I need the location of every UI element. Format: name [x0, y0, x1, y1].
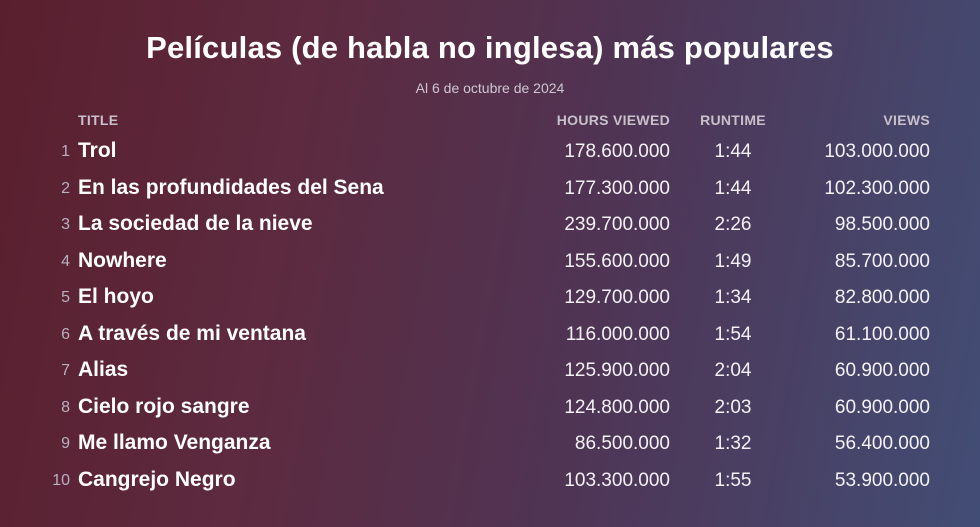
views-value: 61.100.000 [834, 323, 930, 345]
runtime-value: 1:34 [714, 287, 752, 308]
table-row: 2 En las profundidades del Sena 177.300.… [40, 171, 940, 208]
views-value: 60.900.000 [834, 396, 930, 418]
header-views: VIEWS [883, 112, 930, 128]
hours-viewed-value: 178.600.000 [564, 141, 670, 162]
views-value: 98.500.000 [834, 214, 930, 235]
movie-title: Cangrejo Negro [78, 467, 236, 491]
header-title: TITLE [78, 112, 119, 128]
table-row: 3 La sociedad de la nieve 239.700.000 2:… [40, 207, 940, 244]
hours-viewed-value: 86.500.000 [574, 433, 670, 454]
hours-viewed-value: 129.700.000 [564, 287, 670, 308]
rank-number: 2 [61, 179, 70, 197]
rank-number: 8 [61, 398, 70, 416]
header-runtime: RUNTIME [700, 112, 766, 128]
movie-title: El hoyo [78, 285, 154, 308]
rank-number: 6 [61, 325, 70, 343]
hours-viewed-value: 103.300.000 [564, 469, 670, 491]
views-value: 102.300.000 [824, 177, 930, 199]
rank-number: 3 [61, 216, 70, 233]
table-row: 5 El hoyo 129.700.000 1:34 82.800.000 [40, 280, 940, 317]
views-value: 103.000.000 [824, 141, 930, 162]
runtime-value: 2:03 [714, 396, 752, 418]
hours-viewed-value: 116.000.000 [565, 323, 670, 345]
movie-title: Me llamo Venganza [78, 431, 271, 454]
views-value: 82.800.000 [834, 287, 930, 308]
table-row: 4 Nowhere 155.600.000 1:49 85.700.000 [40, 244, 940, 281]
page-title: Películas (de habla no inglesa) más popu… [146, 30, 834, 65]
table-row: 10 Cangrejo Negro 103.300.000 1:55 53.90… [40, 463, 940, 500]
hours-viewed-value: 239.700.000 [564, 214, 670, 235]
runtime-value: 1:32 [714, 433, 752, 454]
rank-number: 7 [61, 362, 70, 379]
movie-title: Nowhere [78, 248, 167, 272]
table-row: 7 Alias 125.900.000 2:04 60.900.000 [40, 353, 940, 390]
movie-title: A través de mi ventana [78, 321, 306, 345]
views-value: 56.400.000 [834, 433, 930, 454]
table-row: 9 Me llamo Venganza 86.500.000 1:32 56.4… [40, 426, 940, 463]
rank-number: 5 [61, 289, 70, 306]
table-row: 6 A través de mi ventana 116.000.000 1:5… [40, 317, 940, 354]
table-row: 8 Cielo rojo sangre 124.800.000 2:03 60.… [40, 390, 940, 427]
runtime-value: 1:49 [714, 250, 752, 272]
views-value: 85.700.000 [834, 250, 930, 272]
movie-title: La sociedad de la nieve [78, 212, 313, 235]
runtime-value: 2:04 [714, 360, 752, 381]
runtime-value: 2:26 [714, 214, 752, 235]
table-row: 1 Trol 178.600.000 1:44 103.000.000 [40, 134, 940, 171]
hours-viewed-value: 155.600.000 [564, 250, 670, 272]
runtime-value: 1:44 [714, 177, 752, 199]
hours-viewed-value: 124.800.000 [564, 396, 670, 418]
runtime-value: 1:54 [714, 323, 752, 345]
movie-title: En las profundidades del Sena [78, 175, 384, 199]
runtime-value: 1:55 [714, 469, 752, 491]
ranking-table: TITLE HOURS VIEWED RUNTIME VIEWS 1 Trol … [40, 108, 940, 499]
page-subtitle: Al 6 de octubre de 2024 [415, 80, 565, 96]
rank-number: 10 [52, 471, 70, 489]
views-value: 60.900.000 [834, 360, 930, 381]
rank-number: 1 [61, 143, 70, 160]
movie-title: Trol [78, 139, 117, 162]
movie-title: Alias [78, 358, 129, 381]
movie-title: Cielo rojo sangre [78, 394, 250, 418]
runtime-value: 1:44 [714, 141, 752, 162]
header-hours-viewed: HOURS VIEWED [556, 112, 670, 128]
views-value: 53.900.000 [834, 469, 930, 491]
rank-number: 9 [61, 435, 70, 452]
rank-number: 4 [61, 252, 70, 270]
hours-viewed-value: 177.300.000 [564, 177, 670, 199]
hours-viewed-value: 125.900.000 [564, 360, 670, 381]
table-header: TITLE HOURS VIEWED RUNTIME VIEWS [40, 108, 940, 134]
